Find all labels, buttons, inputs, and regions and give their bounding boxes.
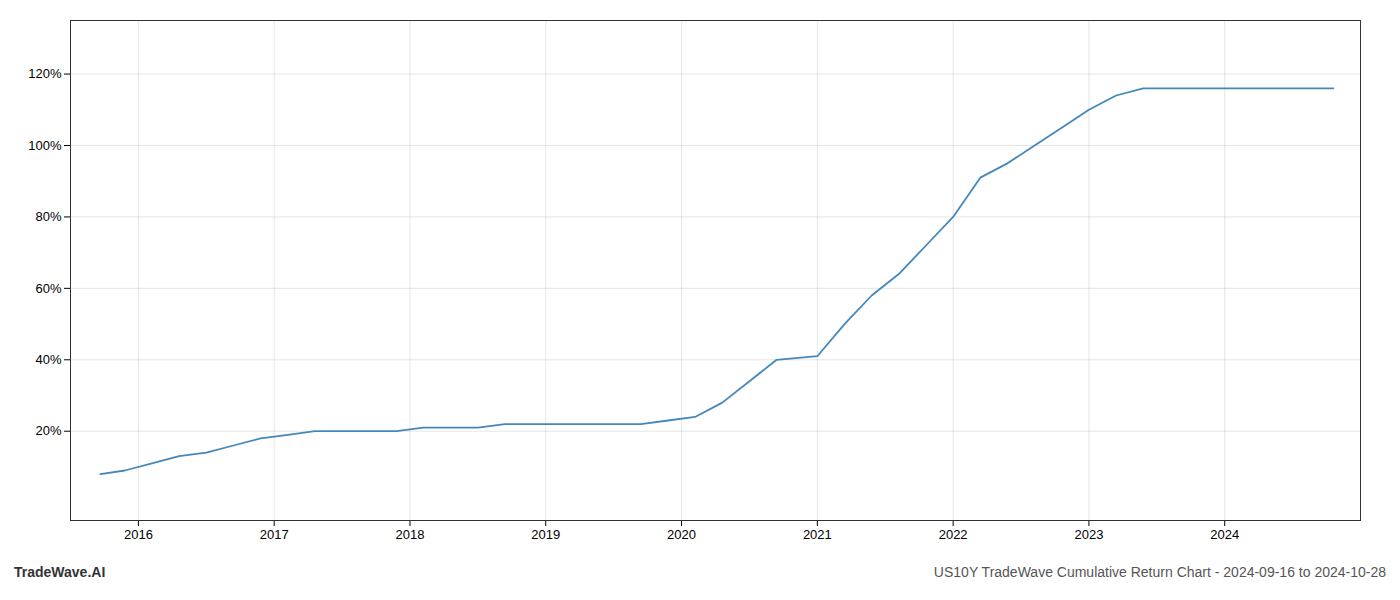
svg-text:80%: 80% xyxy=(35,209,61,224)
svg-text:40%: 40% xyxy=(35,352,61,367)
svg-text:2022: 2022 xyxy=(939,527,968,542)
svg-text:120%: 120% xyxy=(28,66,62,81)
svg-text:2017: 2017 xyxy=(260,527,289,542)
svg-text:20%: 20% xyxy=(35,423,61,438)
html-text:TradeWave.AI: TradeWave.AI xyxy=(14,564,106,580)
html-text:US10Y TradeWave Cumulative Ret: US10Y TradeWave Cumulative Return Chart … xyxy=(933,564,1386,580)
svg-text:2024: 2024 xyxy=(1210,527,1239,542)
svg-text:2018: 2018 xyxy=(396,527,425,542)
svg-text:60%: 60% xyxy=(35,281,61,296)
svg-text:2021: 2021 xyxy=(803,527,832,542)
svg-text:2016: 2016 xyxy=(124,527,153,542)
svg-text:2023: 2023 xyxy=(1074,527,1103,542)
svg-text:2020: 2020 xyxy=(667,527,696,542)
svg-text:2019: 2019 xyxy=(531,527,560,542)
svg-text:100%: 100% xyxy=(28,138,62,153)
